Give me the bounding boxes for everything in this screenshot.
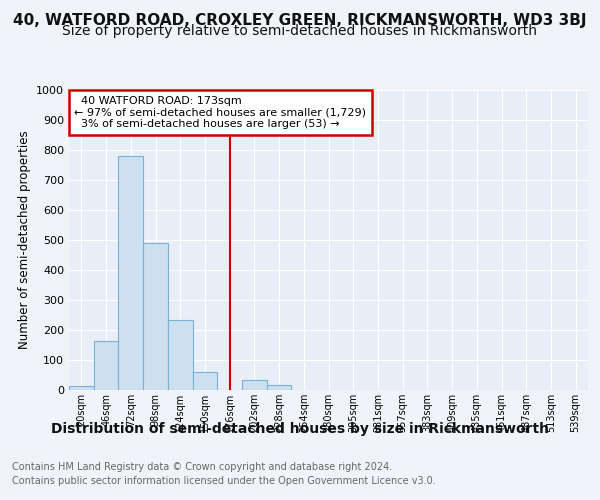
Bar [193,372,217,390]
Text: Contains HM Land Registry data © Crown copyright and database right 2024.: Contains HM Land Registry data © Crown c… [12,462,392,472]
Bar [118,156,143,390]
Text: 40 WATFORD ROAD: 173sqm  
← 97% of semi-detached houses are smaller (1,729)
  3%: 40 WATFORD ROAD: 173sqm ← 97% of semi-de… [74,96,366,129]
Bar [267,384,292,390]
Bar [69,386,94,390]
Bar [242,380,267,390]
Text: 40, WATFORD ROAD, CROXLEY GREEN, RICKMANSWORTH, WD3 3BJ: 40, WATFORD ROAD, CROXLEY GREEN, RICKMAN… [13,12,587,28]
Text: Distribution of semi-detached houses by size in Rickmansworth: Distribution of semi-detached houses by … [51,422,549,436]
Bar [168,320,193,390]
Y-axis label: Number of semi-detached properties: Number of semi-detached properties [17,130,31,350]
Bar [94,340,118,390]
Bar [143,243,168,390]
Text: Size of property relative to semi-detached houses in Rickmansworth: Size of property relative to semi-detach… [62,24,538,38]
Text: Contains public sector information licensed under the Open Government Licence v3: Contains public sector information licen… [12,476,436,486]
